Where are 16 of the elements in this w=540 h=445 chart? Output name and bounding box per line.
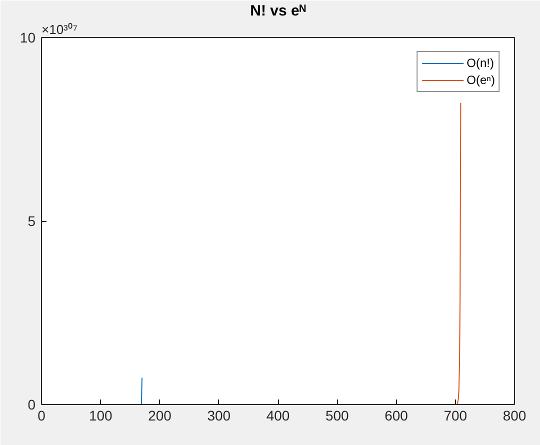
x-tick-label: 700 xyxy=(444,408,468,424)
x-tick-label: 400 xyxy=(266,408,290,424)
y-tick-label: 0 xyxy=(28,396,36,412)
x-tick-label: 800 xyxy=(502,408,526,424)
y-tick-label: 10 xyxy=(20,30,36,46)
x-tick-label: 600 xyxy=(384,408,408,424)
chart-title: N! vs eᴺ xyxy=(250,2,306,20)
legend-label: O(n!) xyxy=(466,56,494,70)
x-tick-label: 500 xyxy=(325,408,350,424)
x-tick-label: 0 xyxy=(38,408,46,424)
x-tick-label: 200 xyxy=(148,408,172,424)
x-tick-label: 100 xyxy=(88,408,113,424)
x-tick-label: 300 xyxy=(207,408,231,424)
y-tick-label: 5 xyxy=(28,213,36,229)
legend-label: O(eⁿ) xyxy=(466,73,495,87)
text: ×10³⁰⁷ xyxy=(42,22,78,37)
